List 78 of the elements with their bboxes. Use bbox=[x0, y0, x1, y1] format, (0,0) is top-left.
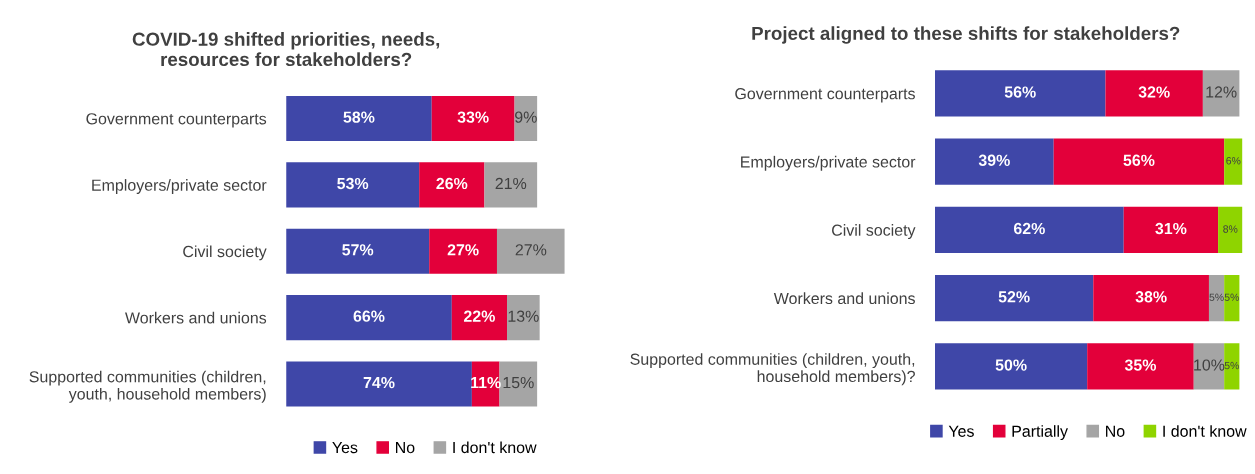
data-label: 26% bbox=[436, 177, 468, 190]
data-label: 31% bbox=[1155, 222, 1187, 235]
bar bbox=[431, 95, 515, 142]
data-label: 15% bbox=[503, 376, 534, 389]
data-label: 35% bbox=[1124, 359, 1157, 371]
bar bbox=[419, 162, 485, 208]
bar bbox=[496, 228, 565, 274]
data-label: 56% bbox=[1123, 154, 1155, 166]
data-label: 38% bbox=[1135, 291, 1167, 303]
bar bbox=[934, 138, 1054, 185]
data-label: 6% bbox=[1226, 157, 1241, 165]
chart-title: Project aligned to these shifts for stakeholders? bbox=[752, 26, 1180, 44]
data-label: 22% bbox=[463, 310, 495, 322]
bar bbox=[451, 295, 508, 341]
data-label: 58% bbox=[343, 111, 375, 123]
y-tick-label: Workers and unions bbox=[125, 311, 267, 324]
bar bbox=[1224, 343, 1240, 390]
data-label: 21% bbox=[495, 177, 527, 190]
y-tick-label: Employers/private sector bbox=[741, 155, 916, 171]
bar bbox=[934, 206, 1124, 254]
bar bbox=[934, 70, 1106, 117]
data-label: 32% bbox=[1138, 86, 1170, 98]
bar bbox=[484, 162, 538, 208]
data-label: 9% bbox=[515, 111, 537, 123]
data-label: 74% bbox=[363, 376, 395, 389]
data-label: 5% bbox=[1224, 293, 1239, 301]
data-label: 66% bbox=[353, 310, 385, 322]
bar bbox=[1224, 138, 1243, 185]
y-tick-label: Civil society bbox=[832, 224, 916, 239]
bar bbox=[1208, 274, 1225, 322]
data-label: 8% bbox=[1223, 225, 1238, 233]
data-label: 39% bbox=[978, 154, 1010, 166]
data-label: 53% bbox=[337, 177, 369, 190]
data-label: 33% bbox=[457, 111, 489, 123]
bar bbox=[1218, 206, 1243, 254]
y-tick-label: Civil society bbox=[183, 245, 267, 261]
legend-label: I don't know bbox=[453, 441, 537, 454]
bar bbox=[934, 274, 1094, 322]
y-tick-label: Supported communities (children, youth, household members) bbox=[29, 370, 266, 403]
data-label: 5% bbox=[1209, 293, 1224, 301]
legend-label: Yes bbox=[332, 442, 358, 454]
data-label: 56% bbox=[1004, 86, 1036, 98]
data-label: 57% bbox=[342, 244, 374, 256]
bar bbox=[429, 228, 497, 274]
data-label: 13% bbox=[508, 310, 539, 322]
bar bbox=[1105, 70, 1203, 117]
data-label: 62% bbox=[1013, 222, 1045, 235]
legend-label: No bbox=[396, 442, 415, 454]
legend-label: I don't know bbox=[1163, 425, 1247, 437]
y-tick-label: Employers/private sector bbox=[92, 179, 267, 194]
bar bbox=[499, 361, 538, 407]
bar bbox=[934, 343, 1088, 390]
data-label: 52% bbox=[998, 291, 1030, 303]
bar bbox=[1123, 206, 1219, 254]
y-tick-label: Workers and unions bbox=[773, 292, 915, 305]
bar bbox=[286, 95, 432, 142]
bar bbox=[1093, 274, 1209, 322]
bar bbox=[286, 228, 430, 274]
legend-label: No bbox=[1106, 425, 1125, 437]
data-label: 5% bbox=[1224, 361, 1239, 370]
bar bbox=[1053, 138, 1225, 185]
y-tick-label: Government counterparts bbox=[735, 88, 915, 103]
bar bbox=[1202, 70, 1240, 117]
bar bbox=[507, 295, 540, 341]
legend-label: Partially bbox=[1012, 425, 1068, 441]
bar bbox=[286, 361, 472, 407]
bar bbox=[286, 162, 420, 208]
y-tick-label: Government counterparts bbox=[86, 113, 267, 128]
bar bbox=[1224, 274, 1240, 322]
chart-title: COVID-19 shifted priorities, needs, resources for stakeholders? bbox=[132, 32, 440, 67]
data-label: 27% bbox=[515, 244, 547, 256]
bar bbox=[286, 295, 452, 341]
legend-label: Yes bbox=[948, 425, 974, 437]
data-label: 50% bbox=[995, 359, 1027, 371]
data-label: 12% bbox=[1206, 86, 1237, 98]
data-label: 27% bbox=[447, 244, 479, 256]
y-tick-label: Supported communities (children, youth, household members)? bbox=[630, 353, 915, 386]
bar bbox=[1087, 343, 1194, 390]
